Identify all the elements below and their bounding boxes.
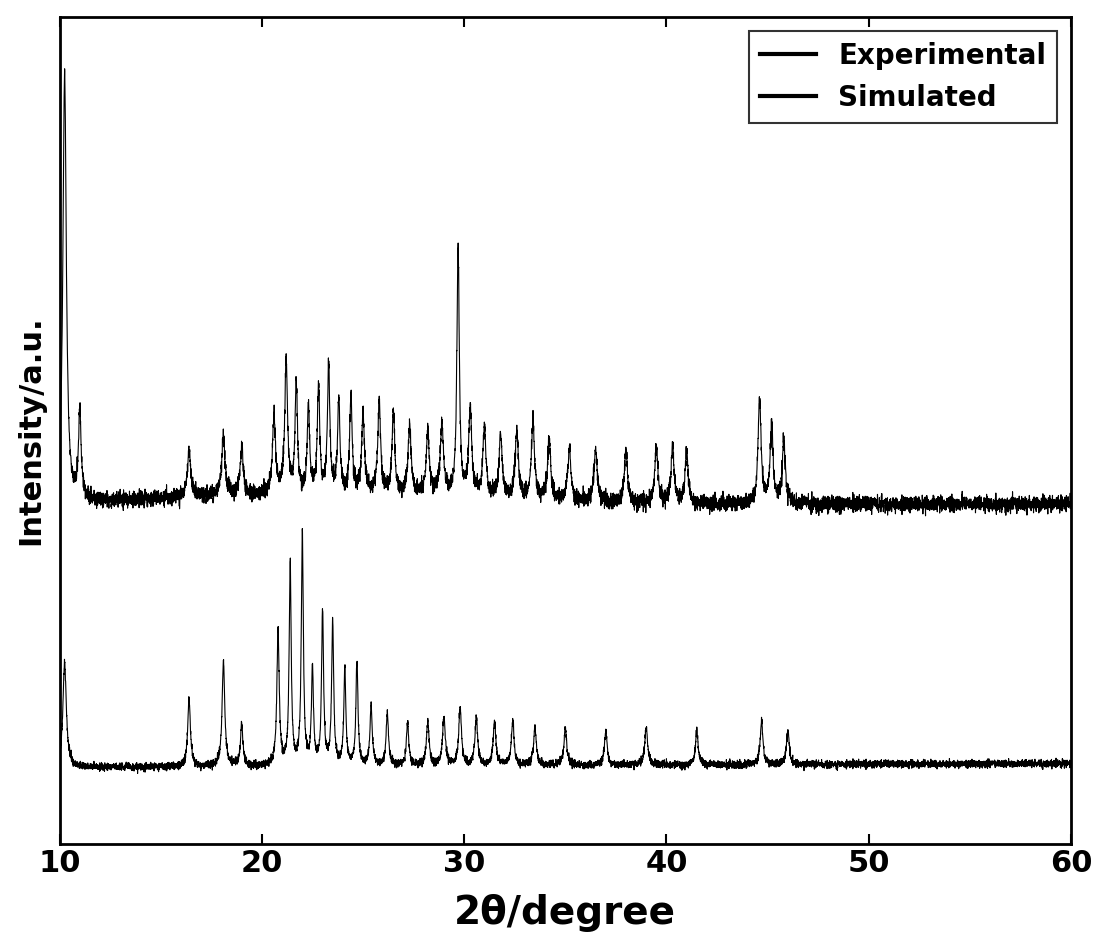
Experimental: [104, 495, 118, 507]
Experimental: [58, 63, 71, 74]
Experimental: [1065, 496, 1078, 508]
Simulated: [803, 756, 816, 768]
Experimental: [803, 501, 816, 512]
Simulated: [296, 523, 309, 534]
Simulated: [419, 739, 433, 751]
X-axis label: 2θ/degree: 2θ/degree: [455, 894, 676, 932]
Experimental: [919, 511, 933, 522]
Simulated: [652, 761, 665, 772]
Experimental: [652, 470, 665, 481]
Experimental: [695, 498, 709, 510]
Simulated: [131, 768, 144, 779]
Y-axis label: Intensity/a.u.: Intensity/a.u.: [17, 315, 45, 545]
Experimental: [419, 456, 433, 467]
Simulated: [1065, 761, 1078, 772]
Experimental: [857, 494, 871, 506]
Simulated: [695, 759, 709, 771]
Simulated: [104, 762, 118, 773]
Line: Simulated: Simulated: [60, 529, 1071, 773]
Simulated: [53, 747, 67, 758]
Simulated: [857, 754, 871, 766]
Line: Experimental: Experimental: [60, 68, 1071, 516]
Experimental: [53, 437, 67, 448]
Legend: Experimental, Simulated: Experimental, Simulated: [750, 30, 1057, 122]
